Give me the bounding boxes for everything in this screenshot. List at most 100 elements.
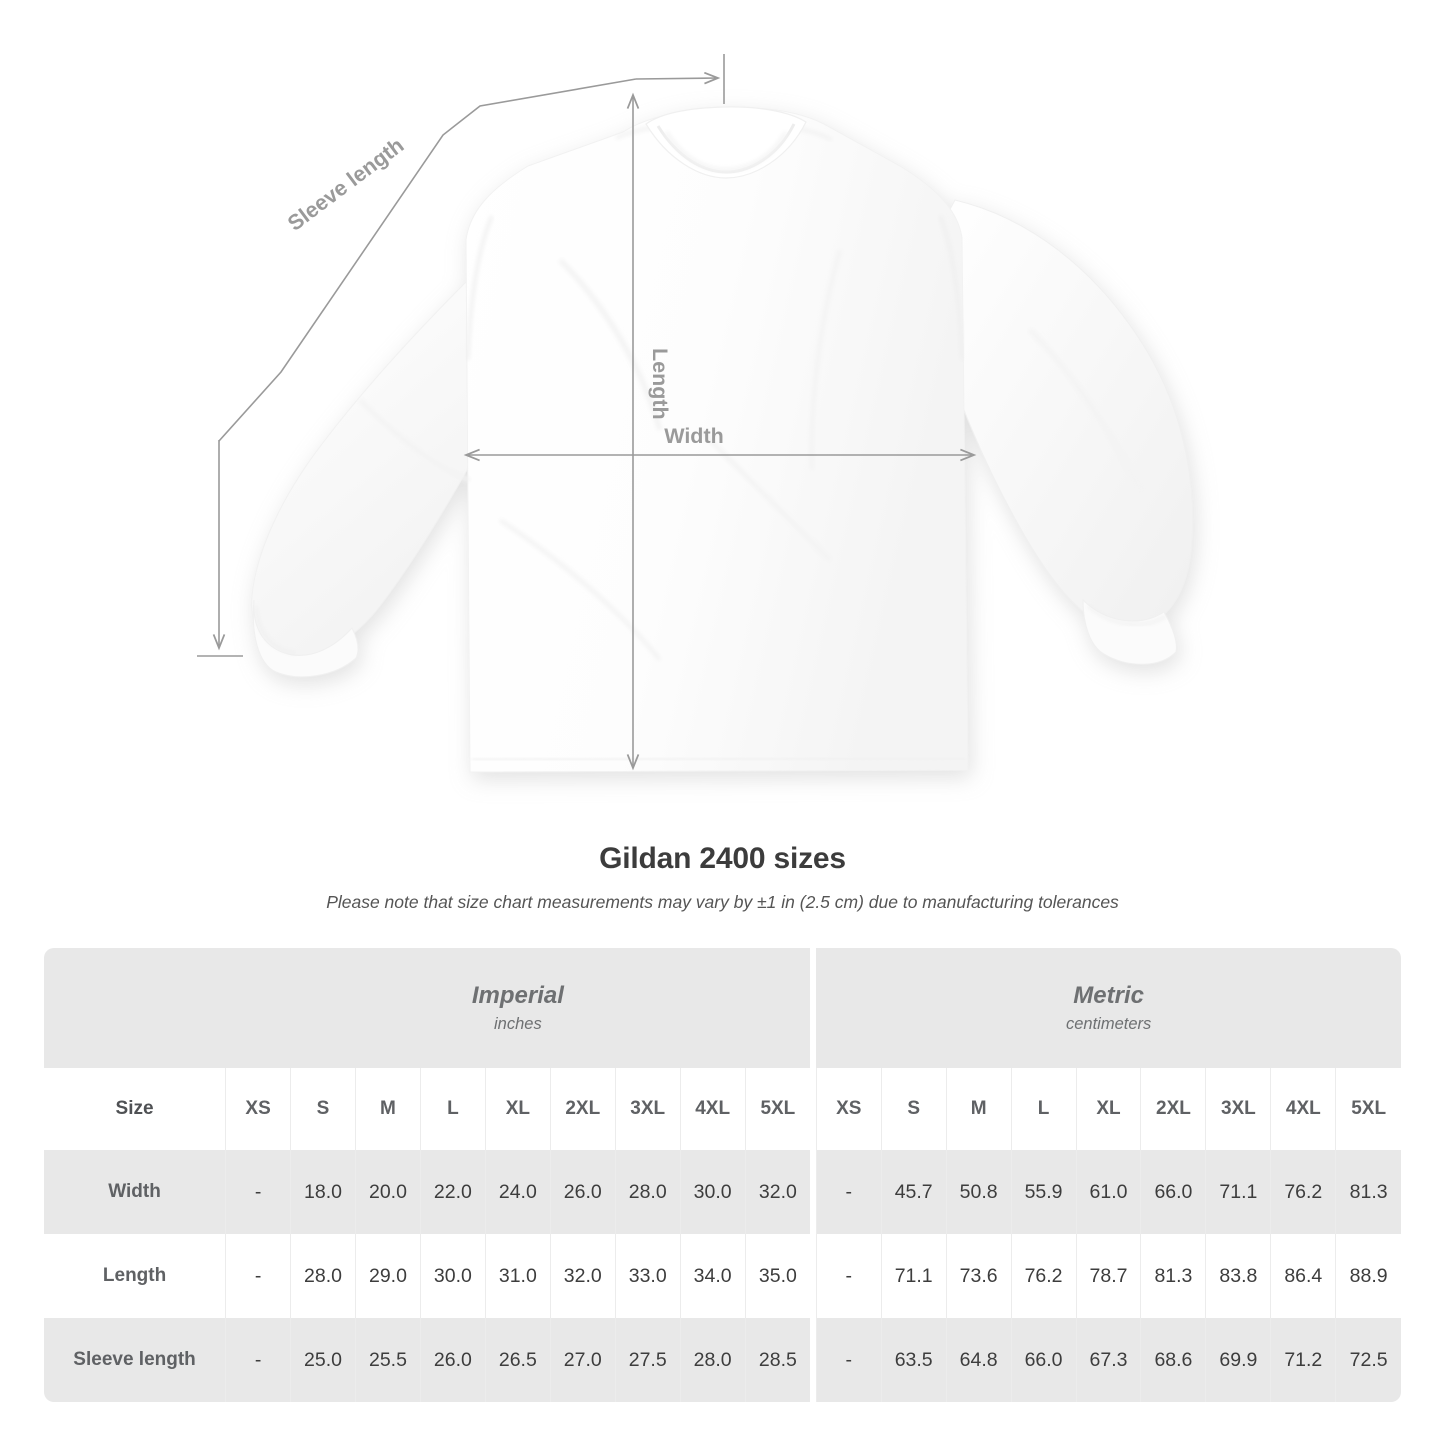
size-header-gap xyxy=(810,1068,817,1150)
size-header-metric-L: L xyxy=(1010,1068,1077,1150)
cell-imperial-XS: - xyxy=(225,1318,291,1402)
cell-imperial-L: 26.0 xyxy=(419,1318,486,1402)
row-label-width: Width xyxy=(44,1150,226,1234)
cell-imperial-S: 18.0 xyxy=(290,1150,356,1234)
unit-group-imperial: Imperial inches xyxy=(225,948,811,1068)
cell-imperial-S: 25.0 xyxy=(290,1318,356,1402)
size-header-imperial-XS: XS xyxy=(225,1068,291,1150)
cell-imperial-L: 30.0 xyxy=(419,1234,486,1318)
unit-band-gap xyxy=(810,948,817,1068)
row-gap xyxy=(810,1234,817,1318)
row-label-length: Length xyxy=(44,1234,226,1318)
unit-group-header-row: Imperial inches Metric centimeters xyxy=(44,948,1401,1068)
size-header-imperial-4XL: 4XL xyxy=(679,1068,746,1150)
unit-group-metric: Metric centimeters xyxy=(816,948,1401,1068)
size-header-imperial-3XL: 3XL xyxy=(614,1068,681,1150)
size-header-imperial-L: L xyxy=(419,1068,486,1150)
width-label: Width xyxy=(664,424,724,448)
cell-metric-XS: - xyxy=(815,1318,882,1402)
unit-group-imperial-name: Imperial xyxy=(471,982,564,1010)
row-label-sleeve-length: Sleeve length xyxy=(44,1318,226,1402)
cell-imperial-5XL: 28.5 xyxy=(744,1318,811,1402)
right-cuff xyxy=(1082,598,1177,665)
cell-imperial-2XL: 32.0 xyxy=(549,1234,616,1318)
cell-imperial-XS: - xyxy=(225,1150,291,1234)
size-header-metric-XS: XS xyxy=(815,1068,882,1150)
cell-imperial-3XL: 28.0 xyxy=(614,1150,681,1234)
cell-imperial-XS: - xyxy=(225,1234,291,1318)
cell-metric-M: 64.8 xyxy=(945,1318,1012,1402)
cell-metric-M: 73.6 xyxy=(945,1234,1012,1318)
size-header-metric-M: M xyxy=(945,1068,1012,1150)
unit-group-metric-name: Metric xyxy=(1073,982,1144,1010)
cell-metric-S: 63.5 xyxy=(880,1318,947,1402)
unit-group-metric-sub: centimeters xyxy=(1066,1014,1152,1033)
cell-metric-XL: 78.7 xyxy=(1075,1234,1141,1318)
cell-imperial-5XL: 32.0 xyxy=(744,1150,811,1234)
table-row: Width -18.0 20.0 22.0 24.0 26.0 28.0 30.0 32.0-4… xyxy=(44,1150,1401,1234)
cell-metric-XS: - xyxy=(815,1150,882,1234)
cell-imperial-M: 20.0 xyxy=(354,1150,421,1234)
cell-imperial-4XL: 30.0 xyxy=(679,1150,746,1234)
size-header-label: Size xyxy=(44,1068,226,1150)
size-header-imperial-2XL: 2XL xyxy=(549,1068,616,1150)
cell-imperial-2XL: 27.0 xyxy=(549,1318,616,1402)
garment-diagram: Sleeve length Length Width xyxy=(197,54,1194,773)
cell-metric-2XL: 66.0 xyxy=(1140,1150,1206,1234)
sleeve-length-top-leader xyxy=(635,71,721,85)
collar-shape xyxy=(645,106,807,179)
size-header-metric-XL: XL xyxy=(1075,1068,1141,1150)
sleeve-length-diagonal xyxy=(218,78,637,442)
sleeve-length-label: Sleeve length xyxy=(283,133,408,236)
size-header-metric-S: S xyxy=(880,1068,947,1150)
cell-metric-XL: 61.0 xyxy=(1075,1150,1141,1234)
table-row: Length -28.0 29.0 30.0 31.0 32.0 33.0 34.0 35.0-… xyxy=(44,1234,1401,1318)
length-label: Length xyxy=(648,348,672,420)
row-gap xyxy=(810,1318,817,1402)
cell-imperial-4XL: 34.0 xyxy=(679,1234,746,1318)
unit-group-imperial-sub: inches xyxy=(494,1014,542,1033)
cell-metric-2XL: 81.3 xyxy=(1140,1234,1206,1318)
table-row: Sleeve length -25.0 25.5 26.0 26.5 27.0 27.5 28… xyxy=(44,1318,1401,1402)
cell-imperial-4XL: 28.0 xyxy=(679,1318,746,1402)
cell-imperial-M: 29.0 xyxy=(354,1234,421,1318)
cell-metric-L: 55.9 xyxy=(1010,1150,1077,1234)
cell-metric-4XL: 86.4 xyxy=(1270,1234,1336,1318)
cell-metric-3XL: 71.1 xyxy=(1205,1150,1271,1234)
cell-imperial-XL: 26.5 xyxy=(484,1318,551,1402)
cell-imperial-XL: 31.0 xyxy=(484,1234,551,1318)
cell-imperial-XL: 24.0 xyxy=(484,1150,551,1234)
title-block: Gildan 2400 sizes Please note that size … xyxy=(0,840,1445,913)
cell-metric-3XL: 83.8 xyxy=(1205,1234,1271,1318)
cell-metric-5XL: 81.3 xyxy=(1335,1150,1401,1234)
cell-imperial-L: 22.0 xyxy=(419,1150,486,1234)
row-gap xyxy=(810,1150,817,1234)
cell-metric-3XL: 69.9 xyxy=(1205,1318,1271,1402)
size-header-metric-4XL: 4XL xyxy=(1270,1068,1336,1150)
cell-metric-L: 66.0 xyxy=(1010,1318,1077,1402)
garment-illustration-svg: Sleeve length Length Width xyxy=(197,54,1194,773)
size-header-imperial-XL: XL xyxy=(484,1068,551,1150)
cell-imperial-2XL: 26.0 xyxy=(549,1150,616,1234)
cell-imperial-M: 25.5 xyxy=(354,1318,421,1402)
tolerance-note: Please note that size chart measurements… xyxy=(326,891,1119,912)
cell-imperial-S: 28.0 xyxy=(290,1234,356,1318)
size-header-metric-3XL: 3XL xyxy=(1205,1068,1271,1150)
cell-metric-5XL: 88.9 xyxy=(1335,1234,1401,1318)
right-sleeve-shape xyxy=(933,199,1194,630)
size-header-row: Size XS S M L XL 2XL 3XL 4XL 5XL XS S M L XL 2XL 3XL 4XL 5… xyxy=(44,1068,1401,1150)
cell-metric-5XL: 72.5 xyxy=(1335,1318,1401,1402)
size-header-metric-2XL: 2XL xyxy=(1140,1068,1206,1150)
measurement-lines xyxy=(197,54,977,771)
cell-metric-S: 71.1 xyxy=(880,1234,947,1318)
cell-imperial-3XL: 27.5 xyxy=(614,1318,681,1402)
cell-metric-M: 50.8 xyxy=(945,1150,1012,1234)
cell-metric-XL: 67.3 xyxy=(1075,1318,1141,1402)
page-title: Gildan 2400 sizes xyxy=(599,842,846,875)
cell-metric-2XL: 68.6 xyxy=(1140,1318,1206,1402)
size-chart-table: Imperial inches Metric centimeters Size XS S M L… xyxy=(44,948,1401,1402)
size-chart-table-container: Imperial inches Metric centimeters Size XS S M L… xyxy=(44,948,1401,1402)
size-header-imperial-5XL: 5XL xyxy=(744,1068,811,1150)
cell-metric-L: 76.2 xyxy=(1010,1234,1077,1318)
garment-artwork xyxy=(251,106,1194,773)
